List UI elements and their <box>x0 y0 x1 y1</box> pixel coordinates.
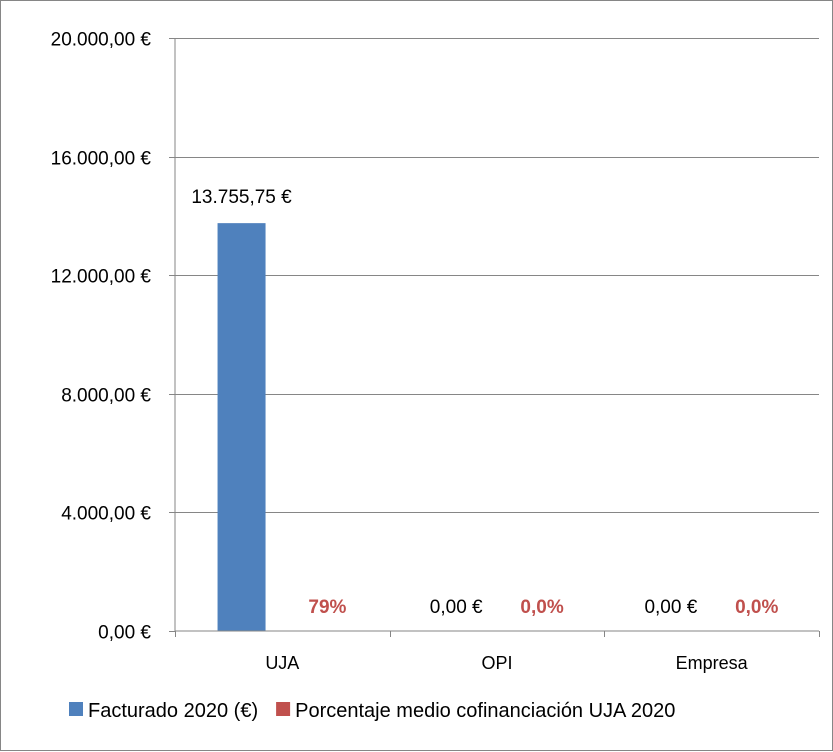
y-tick-label: 0,00 € <box>98 623 151 644</box>
y-tick-label: 12.000,00 € <box>51 267 152 288</box>
y-tick-label: 20.000,00 € <box>51 30 152 51</box>
data-label-facturado: 0,00 € <box>430 597 483 618</box>
y-axis-ticks: 0,00 € 4.000,00 € 8.000,00 € 12.000,00 € 16.… <box>51 30 175 644</box>
bars <box>217 223 266 631</box>
legend-swatch <box>69 702 83 716</box>
x-axis-categories: UJA OPI Empresa <box>175 631 820 673</box>
data-label-porcentaje: 79% <box>308 597 346 618</box>
y-tick-label: 4.000,00 € <box>61 504 151 525</box>
axes <box>174 38 819 632</box>
y-tick-label: 16.000,00 € <box>51 149 152 170</box>
x-category-label: UJA <box>265 653 299 673</box>
legend-label: Facturado 2020 (€) <box>88 700 258 722</box>
data-label-facturado: 13.755,75 € <box>191 187 292 208</box>
gridlines <box>175 38 819 513</box>
bar-uja <box>217 223 266 631</box>
x-category-label: OPI <box>481 653 512 673</box>
legend: Facturado 2020 (€) Porcentaje medio cofin… <box>69 700 675 722</box>
legend-swatch <box>276 702 291 716</box>
x-category-label: Empresa <box>676 653 749 673</box>
data-labels: 13.755,75 € 79% 0,00 € 0,0% 0,00 € 0,0% <box>191 187 778 618</box>
data-label-porcentaje: 0,0% <box>520 597 563 618</box>
data-label-facturado: 0,00 € <box>644 597 697 618</box>
data-label-porcentaje: 0,0% <box>735 597 778 618</box>
y-tick-label: 8.000,00 € <box>61 386 151 407</box>
legend-label: Porcentaje medio cofinanciación UJA 2020 <box>295 700 675 722</box>
